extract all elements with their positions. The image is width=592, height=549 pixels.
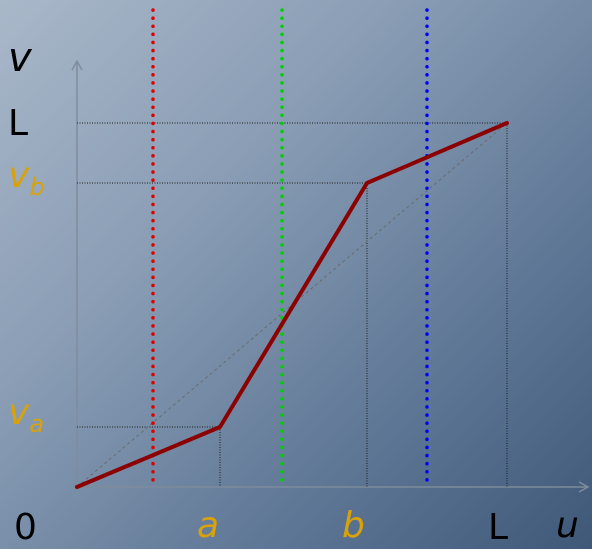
- vb-subscript: b: [29, 173, 45, 201]
- identity-diagonal: [76, 122, 508, 488]
- v-axis-label: v: [8, 35, 32, 81]
- vb-main: v: [8, 155, 30, 196]
- b-label: b: [342, 505, 365, 546]
- u-axis-arrow: [578, 481, 590, 493]
- v-axis-arrow: [71, 59, 83, 71]
- u-axis-label: u: [556, 505, 579, 546]
- va-subscript: a: [29, 410, 45, 438]
- va-main: v: [8, 392, 30, 433]
- va-label: va: [8, 392, 45, 438]
- piecewise-curve: [75, 121, 509, 489]
- a-label: a: [197, 505, 220, 546]
- L-x-label: L: [488, 507, 509, 548]
- vb-label: vb: [8, 155, 45, 201]
- L-y-label: L: [8, 103, 29, 144]
- origin-label: 0: [14, 507, 37, 548]
